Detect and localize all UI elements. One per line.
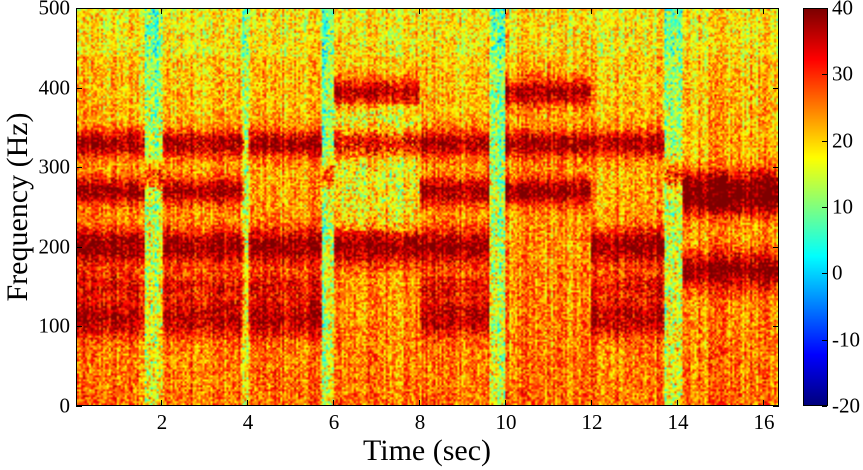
y-tick-mark — [76, 326, 82, 328]
x-tick-mark — [419, 400, 421, 406]
x-tick-label: 6 — [328, 410, 340, 434]
x-tick-mark — [247, 8, 249, 14]
colorbar-tick-label: -20 — [832, 393, 860, 418]
x-tick-label: 8 — [414, 410, 426, 434]
x-tick-mark — [419, 8, 421, 14]
x-tick-mark — [505, 400, 507, 406]
y-tick-mark — [76, 87, 82, 89]
y-tick-mark — [773, 167, 779, 169]
y-tick-label: 400 — [38, 75, 71, 100]
y-tick-mark — [76, 167, 82, 169]
y-tick-mark — [773, 87, 779, 89]
y-tick-label: 200 — [38, 234, 71, 259]
x-tick-label: 2 — [156, 410, 168, 434]
x-tick-mark — [333, 400, 335, 406]
x-tick-mark — [763, 400, 765, 406]
colorbar-tick-mark — [822, 140, 827, 142]
x-tick-label: 16 — [753, 410, 775, 434]
plot-area — [76, 8, 779, 406]
x-tick-label: 14 — [667, 410, 689, 434]
x-tick-mark — [763, 8, 765, 14]
y-tick-mark — [76, 406, 82, 407]
x-tick-mark — [247, 400, 249, 406]
colorbar-tick-mark — [822, 339, 827, 341]
colorbar-tick-label: -10 — [832, 327, 860, 352]
y-tick-label: 300 — [38, 154, 71, 179]
colorbar-tick-label: 30 — [832, 61, 853, 86]
y-tick-mark — [773, 8, 779, 9]
y-tick-mark — [76, 246, 82, 248]
x-tick-label: 10 — [495, 410, 517, 434]
y-tick-label: 500 — [38, 0, 71, 20]
spectrogram-heatmap — [77, 9, 778, 405]
x-tick-mark — [591, 400, 593, 406]
colorbar-tick-label: 10 — [832, 194, 853, 219]
x-tick-mark — [677, 8, 679, 14]
colorbar-tick-mark — [822, 207, 827, 208]
x-tick-label: 12 — [581, 410, 603, 434]
y-tick-mark — [773, 326, 779, 328]
colorbar-tick-mark — [822, 8, 827, 9]
x-tick-mark — [333, 8, 335, 14]
colorbar-tick-mark — [822, 74, 827, 76]
colorbar-tick-label: 20 — [832, 128, 853, 153]
x-axis-label: Time (sec) — [362, 434, 492, 467]
colorbar-tick-mark — [822, 406, 827, 407]
y-axis-label: Frequency (Hz) — [1, 112, 34, 302]
x-tick-mark — [161, 400, 163, 406]
y-tick-label: 0 — [59, 393, 71, 418]
x-tick-mark — [161, 8, 163, 14]
colorbar — [803, 8, 828, 406]
x-tick-label: 4 — [242, 410, 254, 434]
x-tick-mark — [677, 400, 679, 406]
y-tick-mark — [773, 246, 779, 248]
y-tick-mark — [773, 406, 779, 407]
colorbar-tick-label: 0 — [832, 260, 843, 285]
y-tick-label: 100 — [38, 313, 71, 338]
y-tick-mark — [76, 8, 82, 9]
x-tick-mark — [591, 8, 593, 14]
colorbar-gradient — [804, 9, 827, 405]
colorbar-tick-mark — [822, 273, 827, 275]
colorbar-tick-label: 40 — [832, 0, 853, 20]
x-tick-mark — [505, 8, 507, 14]
